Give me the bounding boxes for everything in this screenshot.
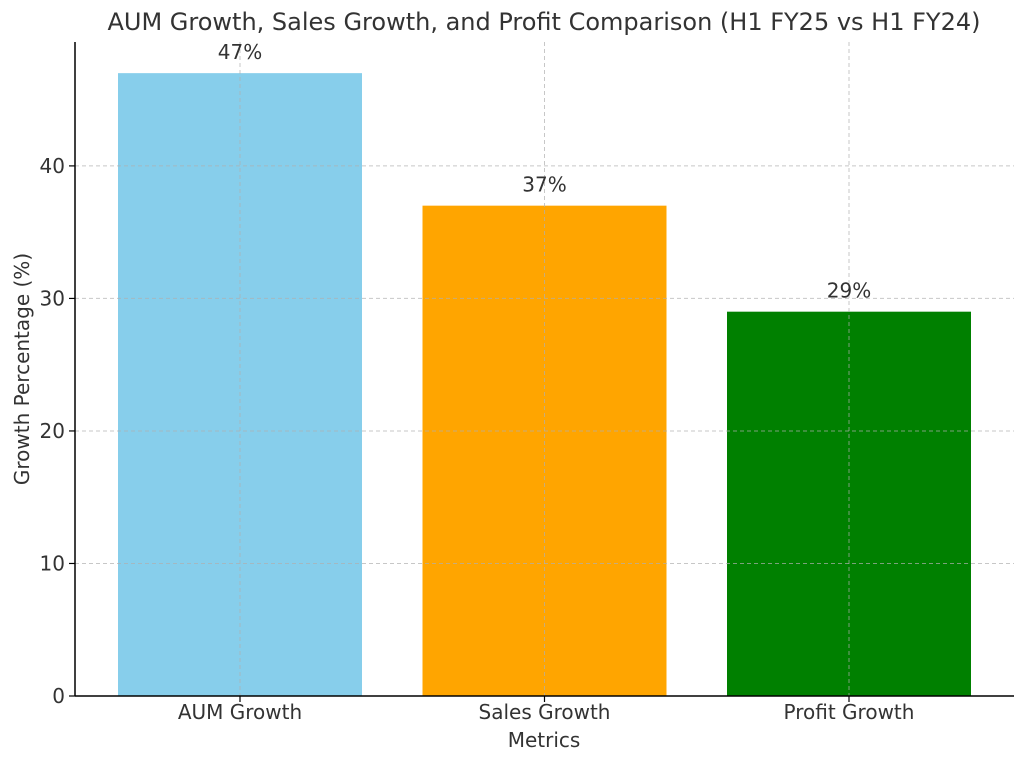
y-axis-ticks: 0 10 20 30 40	[40, 154, 75, 708]
x-tick-label: Sales Growth	[479, 700, 611, 724]
x-axis-ticks: AUM Growth Sales Growth Profit Growth	[178, 696, 915, 724]
bar-value-label: 47%	[218, 40, 262, 64]
bar-value-label: 29%	[827, 279, 871, 303]
y-tick-label: 30	[40, 286, 65, 310]
x-axis-label: Metrics	[508, 728, 581, 752]
y-tick-label: 10	[40, 551, 65, 575]
y-axis-label: Growth Percentage (%)	[10, 253, 34, 485]
y-tick-label: 40	[40, 154, 65, 178]
x-tick-label: Profit Growth	[784, 700, 915, 724]
bar-value-label: 37%	[522, 173, 566, 197]
chart-title: AUM Growth, Sales Growth, and Profit Com…	[107, 8, 980, 36]
bar-value-labels: 47% 37% 29%	[218, 40, 871, 303]
x-tick-label: AUM Growth	[178, 700, 302, 724]
y-tick-label: 0	[52, 684, 65, 708]
y-tick-label: 20	[40, 419, 65, 443]
